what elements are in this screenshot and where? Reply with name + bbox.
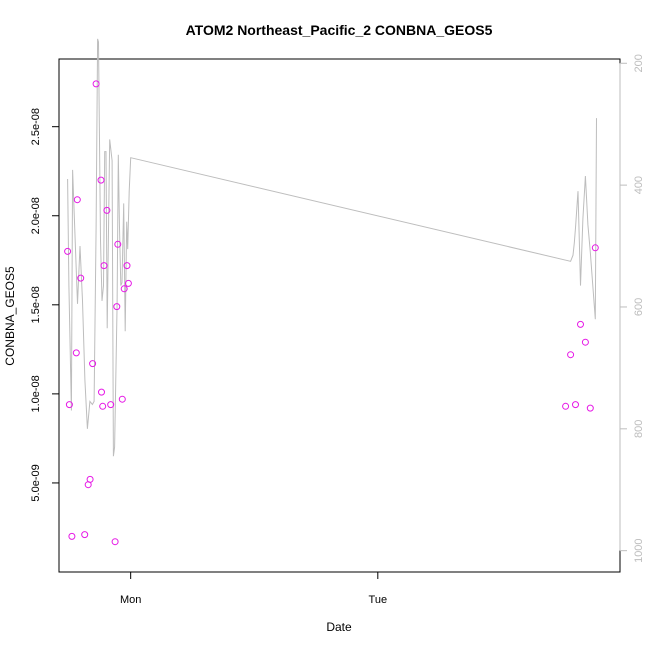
series-points-group	[64, 80, 599, 546]
right-tick-label: 400	[633, 176, 645, 194]
right-tick-label: 1000	[633, 538, 645, 562]
data-point	[577, 320, 584, 328]
data-point	[99, 402, 107, 410]
plot-frame	[58, 58, 621, 573]
data-point	[64, 247, 72, 255]
right-tick-label: 800	[633, 420, 645, 438]
data-point	[586, 404, 594, 412]
data-point	[86, 475, 94, 483]
y-tick-label: 2.0e-08	[30, 197, 42, 234]
y-tick-label: 1.0e-08	[30, 375, 42, 412]
data-point	[124, 279, 132, 287]
data-point	[73, 196, 81, 204]
data-point	[118, 395, 126, 403]
data-point	[98, 388, 105, 396]
right-axis: 200 400 600 800 1000	[619, 54, 645, 563]
data-point	[591, 244, 599, 252]
data-point	[103, 206, 111, 214]
data-point	[92, 80, 100, 88]
data-point	[89, 360, 97, 368]
data-point	[114, 240, 122, 248]
series-line	[67, 38, 597, 457]
data-point	[81, 531, 89, 539]
x-tick-label: Tue	[369, 594, 388, 606]
right-tick-label: 200	[633, 54, 645, 72]
data-point	[572, 401, 579, 409]
series-line-group	[67, 38, 597, 457]
data-point	[65, 401, 73, 409]
data-point	[68, 532, 76, 540]
y-axis: 5.0e-09 1.0e-08 1.5e-08 2.0e-08 2.5e-08	[30, 108, 60, 502]
data-point	[581, 338, 589, 346]
y-axis-label: CONBNA_GEOS5	[3, 266, 17, 366]
data-point	[97, 176, 105, 184]
data-point	[562, 402, 570, 410]
x-tick-label: Mon	[120, 594, 141, 606]
x-axis: Mon Tue	[120, 571, 388, 606]
x-axis-label: Date	[326, 620, 352, 634]
data-point	[77, 274, 85, 282]
right-tick-label: 600	[633, 298, 645, 316]
data-point	[72, 349, 80, 357]
y-tick-label: 5.0e-09	[30, 464, 42, 501]
data-point	[567, 351, 575, 359]
y-tick-label: 2.5e-08	[30, 108, 42, 145]
data-point	[123, 262, 131, 270]
data-point	[107, 401, 115, 409]
data-point	[113, 303, 121, 311]
y-tick-label: 1.5e-08	[30, 286, 42, 323]
data-point	[111, 538, 119, 546]
data-point	[100, 262, 108, 270]
data-point	[120, 285, 128, 293]
chart-title: ATOM2 Northeast_Pacific_2 CONBNA_GEOS5	[186, 22, 493, 38]
